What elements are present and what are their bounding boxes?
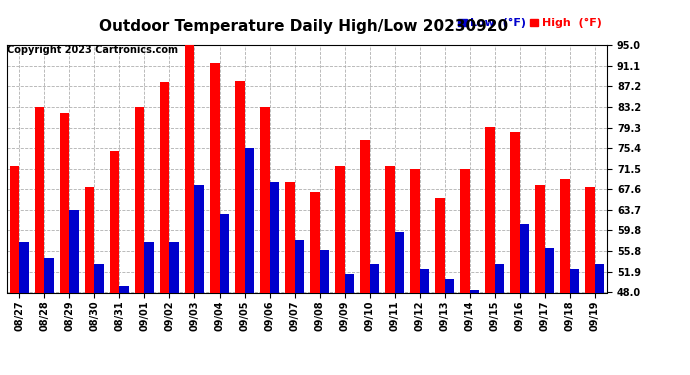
Bar (135, 107, 144, 292)
Bar (535, 184, 544, 292)
Bar (410, 169, 420, 292)
Bar (370, 264, 379, 292)
Bar (385, 166, 395, 292)
Bar (170, 243, 179, 292)
Bar (344, 274, 354, 292)
Bar (44, 258, 54, 292)
Bar (520, 224, 529, 292)
Bar (360, 140, 370, 292)
Bar (335, 166, 344, 292)
Text: Copyright 2023 Cartronics.com: Copyright 2023 Cartronics.com (7, 45, 178, 55)
Bar (85, 187, 95, 292)
Bar (435, 198, 444, 292)
Bar (185, 45, 195, 292)
Bar (210, 63, 219, 292)
Bar (295, 240, 304, 292)
Bar (544, 248, 554, 292)
Bar (460, 169, 470, 292)
Legend: Low  (°F), High  (°F): Low (°F), High (°F) (458, 18, 602, 28)
Bar (319, 251, 329, 292)
Bar (235, 81, 244, 292)
Bar (560, 179, 570, 292)
Bar (485, 127, 495, 292)
Bar (195, 184, 204, 292)
Bar (444, 279, 454, 292)
Bar (595, 264, 604, 292)
Bar (510, 132, 520, 292)
Bar (270, 182, 279, 292)
Bar (35, 107, 44, 292)
Bar (285, 182, 295, 292)
Bar (144, 243, 154, 292)
Bar (585, 187, 595, 292)
Text: Outdoor Temperature Daily High/Low 20230920: Outdoor Temperature Daily High/Low 20230… (99, 19, 508, 34)
Bar (10, 166, 19, 292)
Bar (260, 107, 270, 292)
Bar (244, 148, 254, 292)
Bar (395, 232, 404, 292)
Bar (160, 82, 170, 292)
Bar (310, 192, 319, 292)
Bar (119, 286, 129, 292)
Bar (95, 264, 104, 292)
Bar (495, 264, 504, 292)
Bar (470, 290, 479, 292)
Bar (110, 152, 119, 292)
Bar (570, 269, 579, 292)
Bar (19, 243, 29, 292)
Bar (60, 114, 70, 292)
Bar (219, 213, 229, 292)
Bar (70, 210, 79, 292)
Bar (420, 269, 429, 292)
